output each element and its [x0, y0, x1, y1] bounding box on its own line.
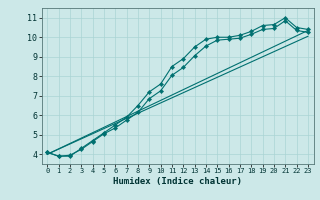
X-axis label: Humidex (Indice chaleur): Humidex (Indice chaleur)	[113, 177, 242, 186]
